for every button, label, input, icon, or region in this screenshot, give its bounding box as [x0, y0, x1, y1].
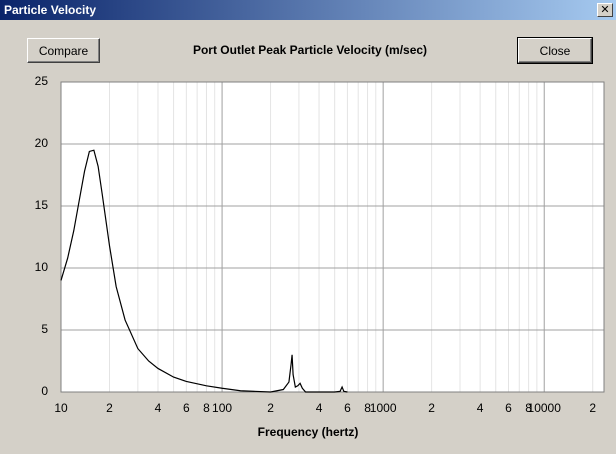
y-tick-label: 15 — [35, 198, 49, 212]
x-axis-label: Frequency (hertz) — [258, 425, 359, 439]
x-tick-label: 2 — [267, 401, 274, 415]
x-tick-label: 2 — [589, 401, 596, 415]
plot-area — [61, 82, 604, 392]
x-tick-label: 6 — [344, 401, 351, 415]
y-tick-label: 0 — [41, 384, 48, 398]
y-tick-label: 25 — [35, 74, 49, 88]
y-tick-label: 20 — [35, 136, 49, 150]
chart-title: Port Outlet Peak Particle Velocity (m/se… — [193, 43, 427, 57]
plot-border — [60, 81, 605, 393]
x-tick-label: 8 — [525, 401, 532, 415]
x-tick-label: 2 — [428, 401, 435, 415]
close-x[interactable]: ✕ — [597, 3, 613, 17]
x-tick-label: 4 — [316, 401, 323, 415]
x-tick-label: 6 — [183, 401, 190, 415]
x-tick-label: 4 — [477, 401, 484, 415]
x-tick-label: 10 — [54, 401, 68, 415]
x-tick-label: 10000 — [528, 401, 562, 415]
x-tick-label: 8 — [203, 401, 210, 415]
x-tick-label: 100 — [212, 401, 232, 415]
data-line — [60, 149, 348, 393]
x-tick-label: 8 — [364, 401, 371, 415]
close-button[interactable]: Close — [517, 37, 593, 64]
title-bar: Particle Velocity ✕ — [0, 0, 616, 20]
y-tick-label: 10 — [35, 260, 49, 274]
y-tick-label: 5 — [41, 322, 48, 336]
x-tick-label: 4 — [155, 401, 162, 415]
x-tick-label: 2 — [106, 401, 113, 415]
compare-button[interactable]: Compare — [27, 38, 100, 63]
window-title: Particle Velocity — [4, 3, 97, 17]
x-tick-label: 6 — [505, 401, 512, 415]
x-tick-label: 1000 — [370, 401, 397, 415]
